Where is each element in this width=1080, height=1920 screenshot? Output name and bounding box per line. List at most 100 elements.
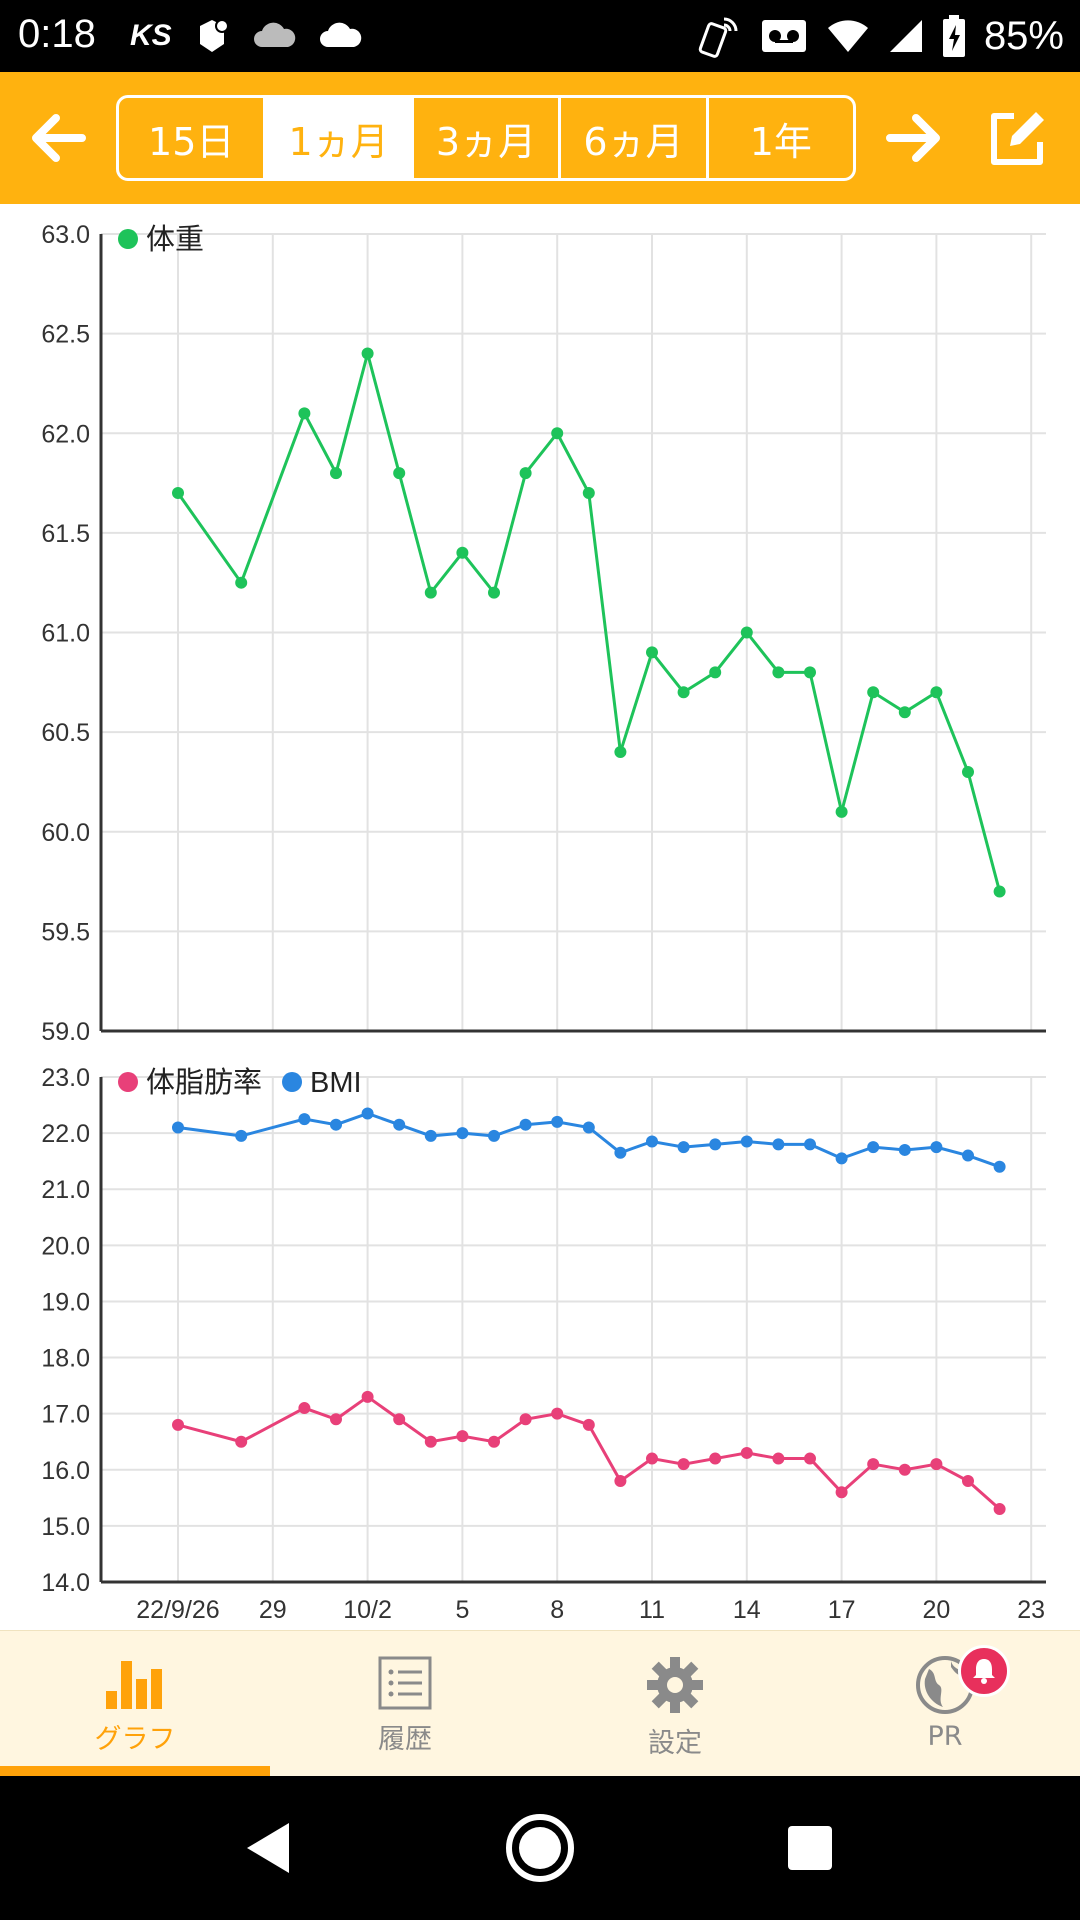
x-tick-label: 17 bbox=[828, 1596, 856, 1624]
x-tick-label: 5 bbox=[455, 1596, 469, 1624]
data-point bbox=[361, 1390, 374, 1403]
data-point bbox=[740, 1446, 753, 1459]
next-period-button[interactable] bbox=[876, 100, 952, 176]
system-home-button[interactable] bbox=[500, 1808, 580, 1888]
data-point bbox=[677, 686, 690, 699]
range-selector: 15日 1ヵ月 3ヵ月 6ヵ月 1年 bbox=[116, 95, 856, 181]
data-point bbox=[646, 1135, 658, 1148]
bell-icon bbox=[973, 1659, 995, 1684]
battery-charging-icon bbox=[942, 15, 965, 57]
y-tick-label: 20.0 bbox=[41, 1232, 90, 1260]
tab-settings-label: 設定 bbox=[648, 1728, 702, 1759]
data-point bbox=[772, 1138, 785, 1151]
data-point bbox=[172, 487, 184, 500]
data-point bbox=[614, 1146, 627, 1159]
data-point bbox=[488, 1129, 500, 1142]
data-point bbox=[519, 1413, 532, 1426]
y-tick-label: 61.0 bbox=[41, 620, 90, 648]
data-point bbox=[488, 1435, 500, 1448]
bar-chart-icon bbox=[106, 1661, 162, 1709]
notification-app-icon bbox=[199, 19, 229, 52]
data-point bbox=[330, 1413, 342, 1426]
data-point bbox=[993, 1160, 1006, 1173]
arrow-right-icon bbox=[886, 114, 940, 162]
data-point bbox=[804, 1138, 816, 1151]
system-back-button[interactable] bbox=[228, 1808, 308, 1888]
recents-square-icon bbox=[788, 1826, 832, 1870]
data-point bbox=[930, 686, 943, 699]
gear-icon bbox=[647, 1657, 703, 1713]
y-tick-label: 23.0 bbox=[41, 1064, 90, 1092]
active-tab-indicator bbox=[0, 1766, 270, 1776]
x-tick-label: 20 bbox=[922, 1596, 950, 1624]
charts-svg: 63.0 62.5 62.0 61.5 61.0 60.5 60.0 59.5 59.0 体重 23… bbox=[41, 221, 1046, 1624]
tab-pr[interactable]: PR bbox=[810, 1631, 1080, 1777]
range-6months[interactable]: 6ヵ月 bbox=[561, 98, 709, 178]
x-tick-label: 8 bbox=[550, 1596, 564, 1624]
x-tick-label: 22/9/26 bbox=[136, 1596, 219, 1624]
range-1month[interactable]: 1ヵ月 bbox=[266, 98, 414, 178]
y-tick-label: 59.5 bbox=[41, 918, 90, 946]
data-point bbox=[772, 666, 785, 679]
y-tick-label: 16.0 bbox=[41, 1457, 90, 1485]
y-tick-label: 17.0 bbox=[41, 1401, 90, 1429]
data-point bbox=[330, 467, 342, 480]
status-time: 0:18 bbox=[18, 12, 96, 56]
tab-pr-label: PR bbox=[927, 1721, 963, 1752]
tab-history[interactable]: 履歴 bbox=[270, 1631, 540, 1777]
data-point bbox=[962, 1149, 974, 1162]
data-point bbox=[393, 1413, 406, 1426]
edit-button[interactable] bbox=[980, 100, 1056, 176]
y-tick-label: 60.0 bbox=[41, 819, 90, 847]
data-point bbox=[993, 1503, 1006, 1516]
y-tick-label: 60.5 bbox=[41, 719, 90, 747]
y-tick-label: 61.5 bbox=[41, 520, 90, 548]
system-nav-bar bbox=[0, 1776, 1080, 1920]
data-point bbox=[393, 1118, 406, 1131]
y-tick-label: 14.0 bbox=[41, 1569, 90, 1597]
data-point bbox=[709, 1452, 722, 1465]
data-point bbox=[867, 1141, 880, 1154]
range-3months[interactable]: 3ヵ月 bbox=[414, 98, 562, 178]
y-tick-label: 21.0 bbox=[41, 1176, 90, 1204]
y-tick-label: 22.0 bbox=[41, 1120, 90, 1148]
data-point bbox=[646, 646, 658, 659]
data-point bbox=[456, 1430, 469, 1443]
legend-swatch bbox=[282, 1072, 303, 1092]
data-point bbox=[993, 885, 1006, 898]
data-point bbox=[361, 1107, 374, 1120]
system-recents-button[interactable] bbox=[770, 1808, 850, 1888]
data-point bbox=[646, 1452, 658, 1465]
data-point bbox=[835, 1486, 848, 1499]
range-15days[interactable]: 15日 bbox=[119, 98, 267, 178]
data-point bbox=[235, 576, 248, 589]
data-point bbox=[740, 626, 753, 639]
prev-period-button[interactable] bbox=[20, 100, 96, 176]
data-point bbox=[614, 746, 627, 759]
legend-label: 体重 bbox=[146, 223, 204, 256]
data-point bbox=[614, 1475, 627, 1487]
cloud-icon bbox=[319, 22, 361, 47]
data-point bbox=[424, 1129, 437, 1142]
home-circle-icon bbox=[506, 1814, 574, 1882]
y-tick-label: 63.0 bbox=[41, 221, 90, 249]
y-tick-label: 59.0 bbox=[41, 1018, 90, 1046]
x-tick-label: 11 bbox=[639, 1596, 665, 1624]
data-point bbox=[677, 1458, 690, 1471]
edit-icon bbox=[991, 112, 1044, 165]
data-point bbox=[962, 765, 974, 778]
data-point bbox=[519, 467, 532, 480]
data-point bbox=[361, 347, 374, 360]
data-point bbox=[235, 1435, 248, 1448]
data-point bbox=[298, 1113, 311, 1126]
range-1year[interactable]: 1年 bbox=[749, 119, 812, 164]
data-point bbox=[898, 1143, 911, 1156]
tab-graph[interactable]: グラフ bbox=[0, 1631, 270, 1777]
data-point bbox=[582, 1418, 595, 1431]
x-tick-label: 29 bbox=[259, 1596, 287, 1624]
tab-settings[interactable]: 設定 bbox=[540, 1631, 810, 1777]
data-point bbox=[298, 1402, 311, 1415]
data-point bbox=[330, 1118, 342, 1131]
y-tick-label: 15.0 bbox=[41, 1513, 90, 1541]
data-point bbox=[677, 1141, 690, 1154]
